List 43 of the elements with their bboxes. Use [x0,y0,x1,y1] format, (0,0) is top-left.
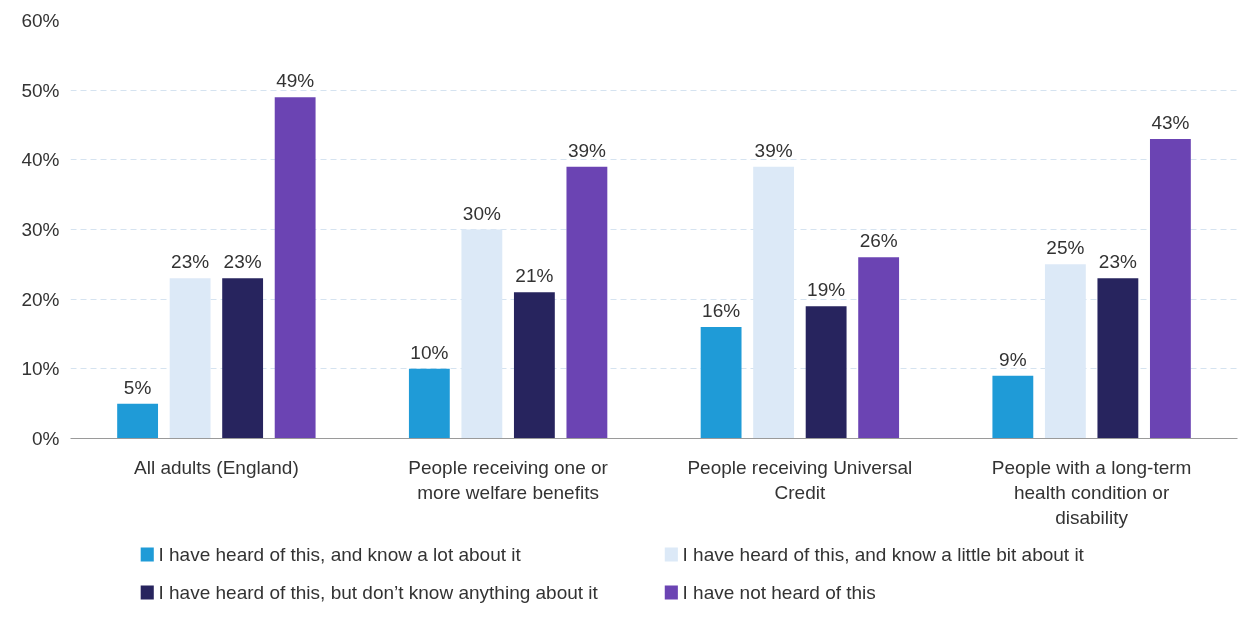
bar [1097,278,1139,439]
legend-label: I have heard of this, but don’t know anything about it [158,582,599,603]
data-label: 49% [276,70,315,92]
bar [274,97,316,439]
y-tick-label: 30% [21,219,60,240]
bar [858,257,900,439]
legend-label: I have heard of this, and know a little bit about it [682,544,1085,565]
bar [117,403,159,439]
data-label: 39% [754,139,793,161]
y-tick-label: 10% [21,358,60,380]
data-label: 19% [807,279,846,301]
bar [1149,138,1191,439]
bar [700,327,742,439]
data-label: 30% [462,202,501,224]
bar [513,292,555,439]
data-label: 5% [123,376,152,398]
data-label: 23% [223,251,262,273]
y-tick-label: 20% [21,288,60,310]
data-label: 9% [999,348,1027,370]
bar [992,375,1034,439]
data-label: 23% [171,251,210,273]
data-label: 39% [567,139,607,161]
x-tick-label: People receiving one or more welfare benefits [408,456,609,503]
data-label: 43% [1151,111,1190,133]
data-label: 26% [859,230,898,252]
x-tick-label: People receiving Universal Credit [687,456,913,503]
x-tick-label: People with a long-term health condition or disability [991,456,1192,528]
data-label: 10% [410,341,449,363]
data-label: 23% [1098,251,1137,273]
y-tick-label: 60% [21,10,60,31]
x-tick-label: All adults (England) [134,456,299,478]
y-tick-label: 40% [21,149,60,171]
legend-label: I have heard of this, and know a lot about it [158,544,522,565]
bar [566,166,608,439]
bar [805,306,847,439]
y-tick-label: 50% [21,79,60,101]
data-label: 16% [702,300,741,322]
y-tick-label: 0% [32,428,60,449]
bar [408,368,450,439]
data-label: 25% [1046,237,1085,259]
data-label: 21% [515,265,554,287]
legend-label: I have not heard of this [682,582,876,603]
bar [222,278,264,439]
